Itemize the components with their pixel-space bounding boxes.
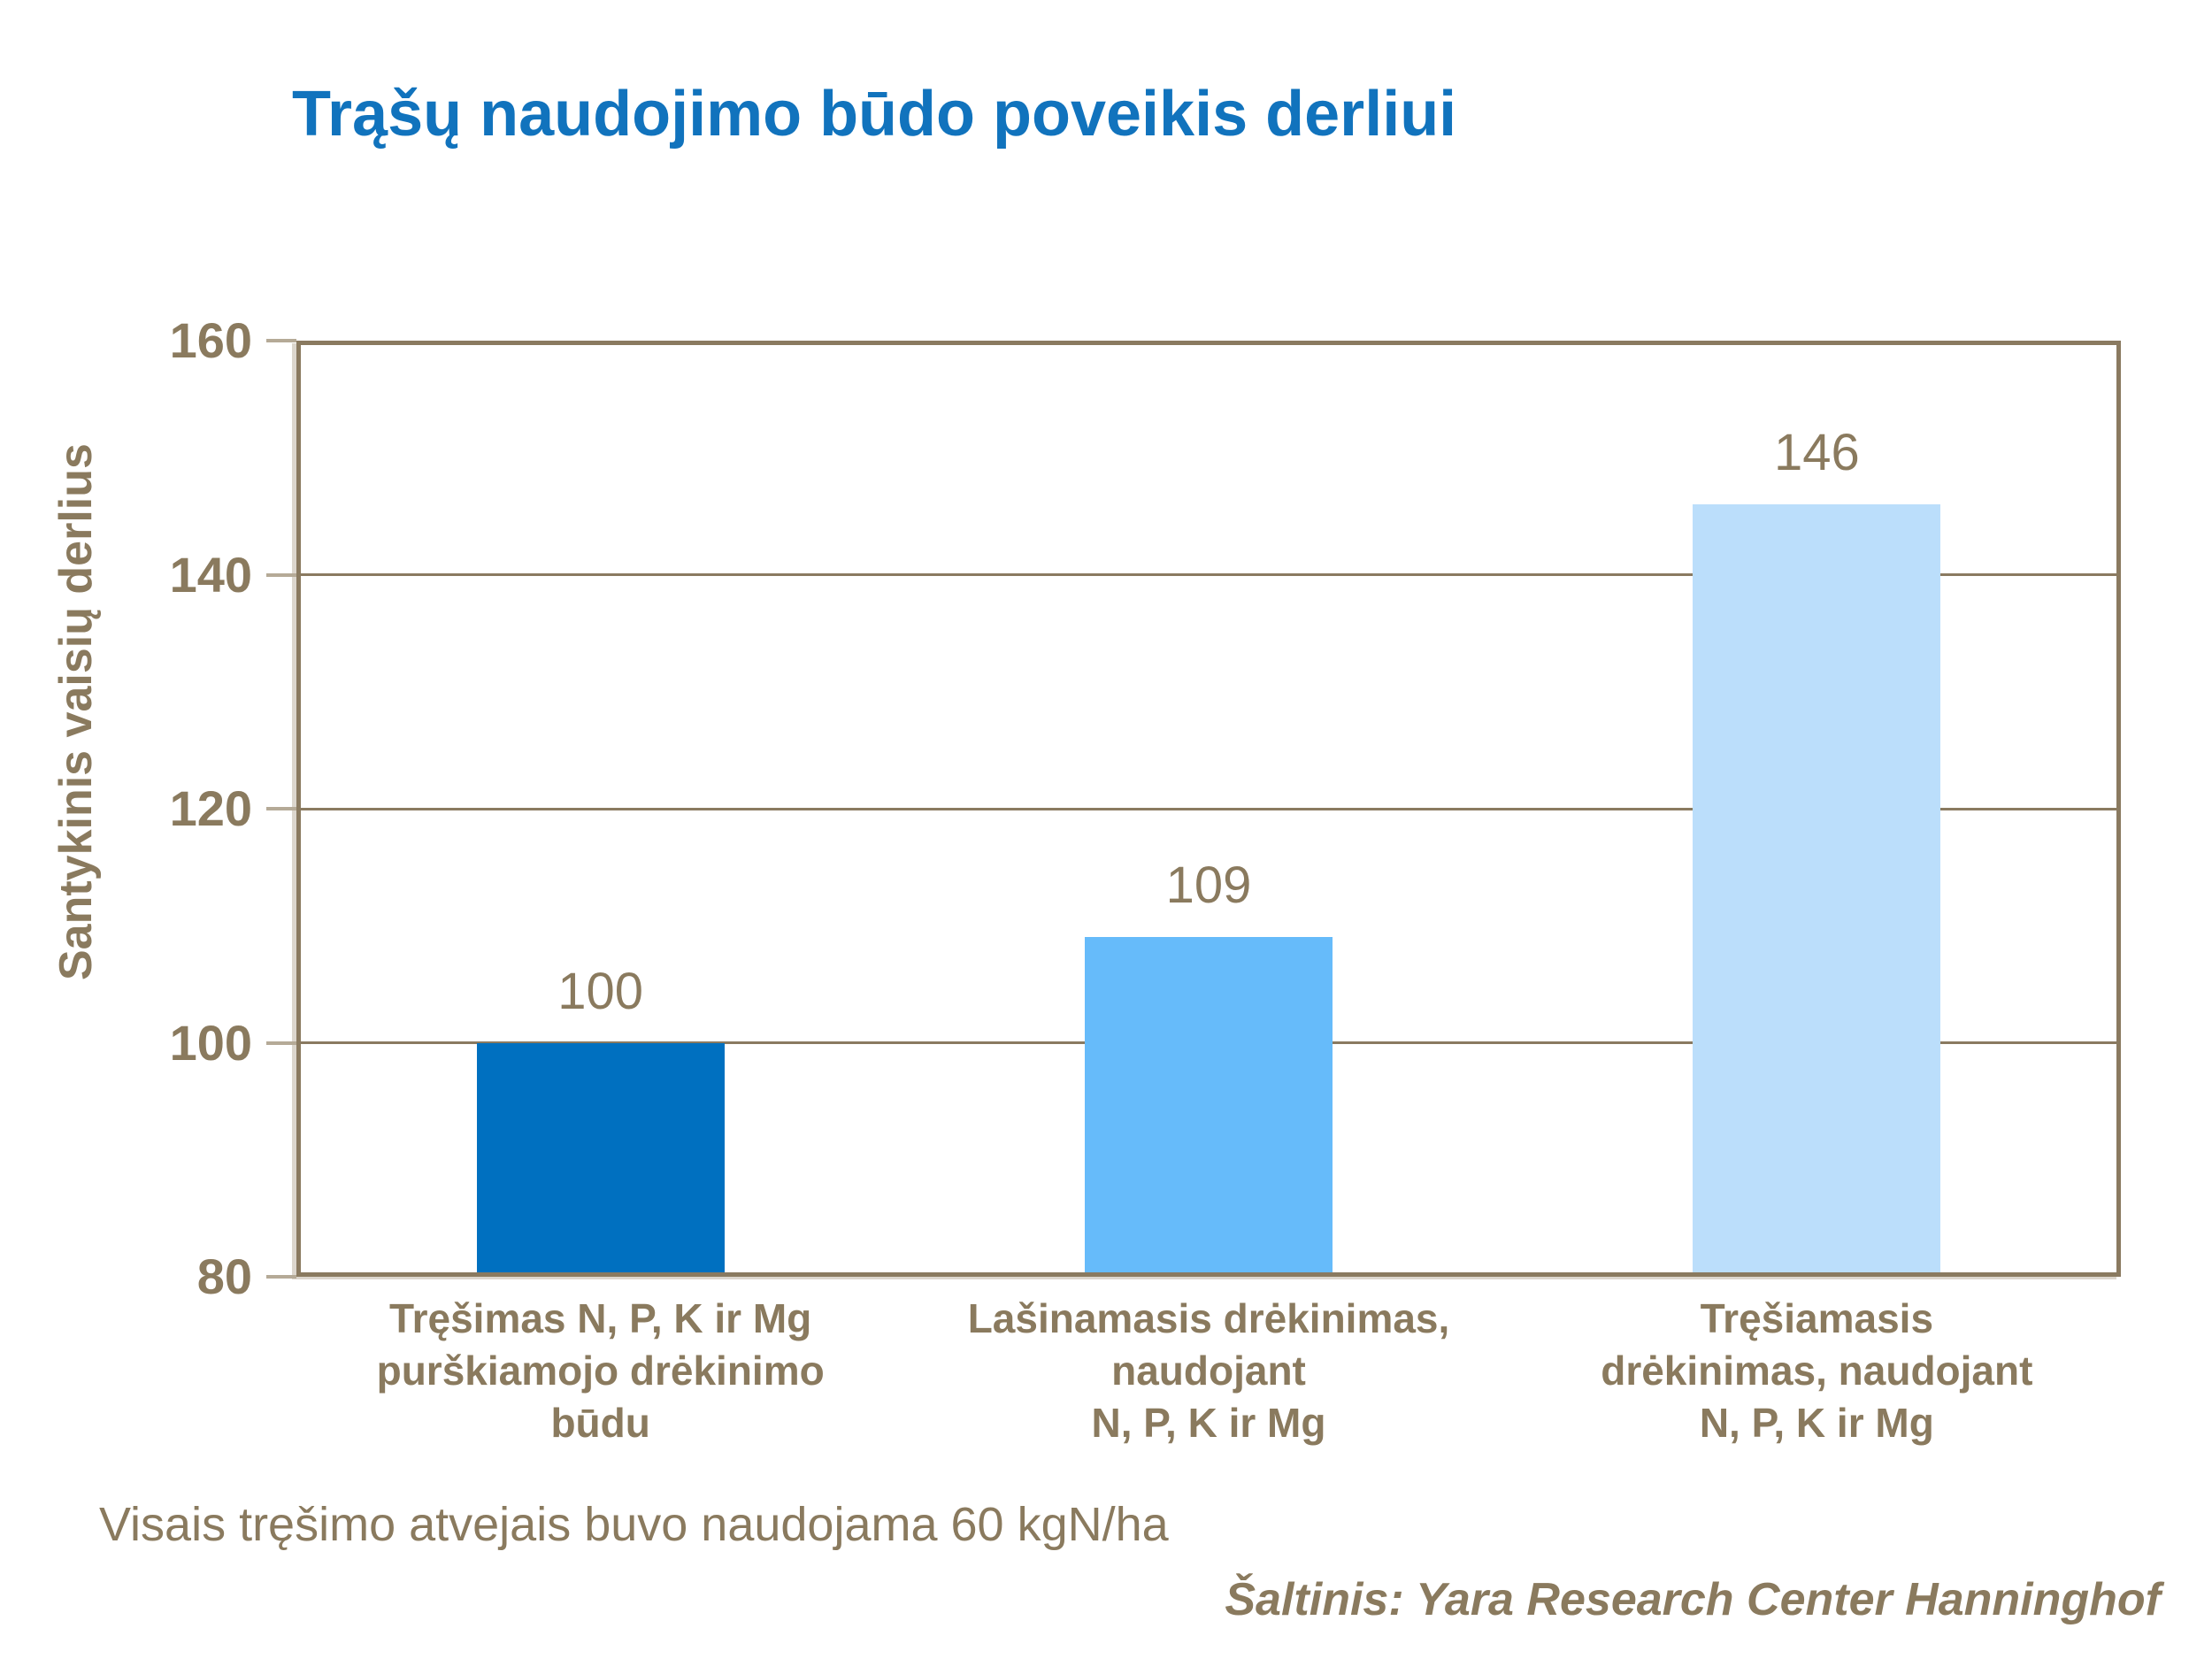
x-category-label-line: N, P, K ir Mg — [1091, 1399, 1326, 1446]
x-category-label-line: Tręšiamasis — [1700, 1295, 1934, 1341]
x-category-label-line: N, P, K ir Mg — [1699, 1399, 1934, 1446]
gridline — [301, 573, 2116, 576]
y-tick-label: 120 — [169, 780, 252, 836]
x-category-label-line: būdu — [550, 1399, 650, 1446]
source-note: Šaltinis: Yara Research Center Hanningho… — [1225, 1574, 2161, 1625]
y-tick-mark — [266, 1041, 296, 1045]
y-tick-mark — [266, 807, 296, 810]
bar — [1693, 504, 1941, 1272]
x-category-label-line: Lašinamasis drėkinimas, — [967, 1295, 1450, 1341]
x-category-label: Tręšiamasis drėkinimas, naudojant N, P, K … — [1511, 1293, 2122, 1449]
x-category-label: Tręšimas N, P, K ir Mg purškiamojo drėkin… — [296, 1293, 906, 1449]
gridline — [301, 807, 2116, 810]
y-tick-label: 140 — [169, 546, 252, 603]
bar — [476, 1042, 725, 1272]
y-tick-label: 80 — [196, 1248, 252, 1304]
bar-value-label: 100 — [557, 962, 644, 1020]
bar-value-label: 109 — [1165, 856, 1252, 915]
y-tick-label: 100 — [169, 1014, 252, 1071]
bar-value-label: 146 — [1773, 424, 1860, 482]
chart-title: Trąšų naudojimo būdo poveikis derliui — [292, 79, 1457, 150]
bar — [1085, 937, 1333, 1272]
x-category-label-line: Tręšimas N, P, K ir Mg — [389, 1295, 812, 1341]
x-category-label: Lašinamasis drėkinimas, naudojant N, P, K … — [903, 1293, 1514, 1449]
y-axis-title: Santykinis vaisių derlius — [50, 443, 102, 981]
y-tick-mark — [266, 1275, 296, 1279]
y-tick-mark — [266, 339, 296, 342]
y-tick-label: 160 — [169, 312, 252, 368]
y-tick-mark — [266, 572, 296, 577]
x-category-label-line: purškiamojo drėkinimo — [376, 1347, 825, 1394]
footnote: Visais tręšimo atvejais buvo naudojama 6… — [99, 1498, 1169, 1551]
x-category-label-line: naudojant — [1111, 1347, 1306, 1394]
x-category-label-line: drėkinimas, naudojant — [1601, 1347, 2033, 1394]
